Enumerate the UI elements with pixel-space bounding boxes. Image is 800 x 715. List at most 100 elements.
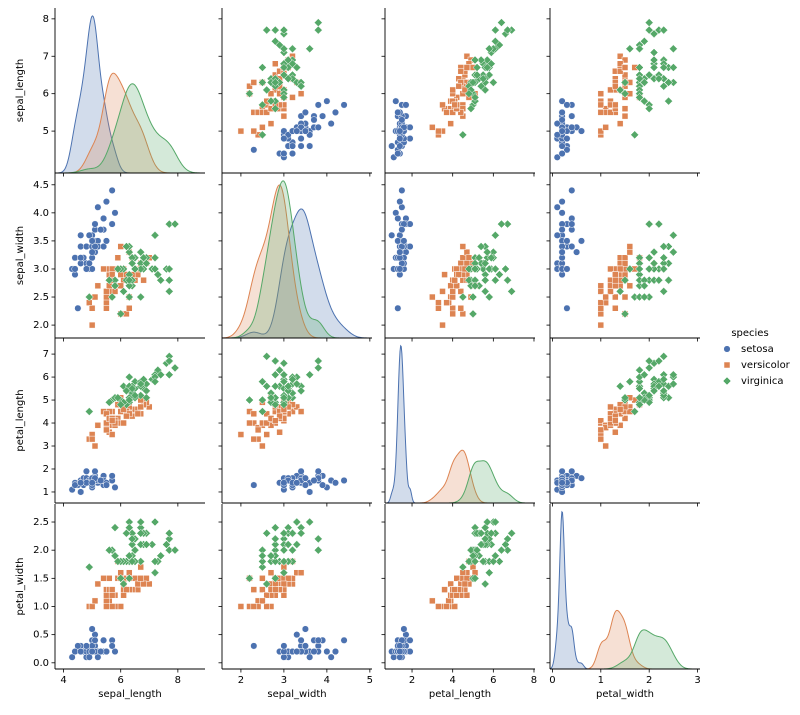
point xyxy=(314,123,322,131)
point xyxy=(113,264,123,274)
point xyxy=(669,44,678,54)
point xyxy=(262,381,272,391)
point xyxy=(266,551,276,561)
x-tick-label: 5 xyxy=(367,675,373,686)
point xyxy=(280,112,288,120)
point xyxy=(313,25,323,35)
point xyxy=(558,149,566,158)
point xyxy=(577,237,586,245)
point xyxy=(305,370,315,380)
point xyxy=(305,517,315,527)
point xyxy=(621,415,629,422)
point xyxy=(74,304,82,312)
point xyxy=(476,242,486,251)
point xyxy=(616,265,624,273)
point xyxy=(396,127,404,135)
point xyxy=(108,186,116,194)
point xyxy=(279,70,289,80)
point xyxy=(110,281,120,291)
point xyxy=(237,127,245,135)
point xyxy=(297,135,305,143)
point xyxy=(644,363,654,373)
point xyxy=(635,400,644,409)
point xyxy=(553,203,561,211)
point xyxy=(597,101,605,109)
point xyxy=(130,264,140,274)
point xyxy=(94,282,102,290)
point xyxy=(491,230,500,240)
point xyxy=(122,242,131,251)
panel xyxy=(381,338,535,507)
point xyxy=(137,575,144,582)
point xyxy=(123,586,130,593)
point xyxy=(293,127,301,135)
point xyxy=(100,636,108,644)
point xyxy=(116,309,126,319)
panel xyxy=(218,173,372,342)
point xyxy=(103,591,110,599)
point xyxy=(134,410,142,418)
kde-fill xyxy=(55,73,205,173)
point xyxy=(162,540,171,549)
plot-area xyxy=(553,186,678,329)
kde-line xyxy=(55,83,205,173)
panel: 0 1 2 3 xyxy=(546,504,701,686)
point xyxy=(402,101,410,109)
point xyxy=(453,591,460,599)
point xyxy=(463,53,471,60)
y-tick-label: 1.5 xyxy=(33,573,49,584)
point xyxy=(279,400,289,409)
point xyxy=(558,209,566,217)
point xyxy=(577,127,586,135)
point xyxy=(127,540,137,549)
point xyxy=(443,109,450,116)
panel: 2 4 6 8 xyxy=(381,504,537,686)
point xyxy=(447,282,454,290)
point xyxy=(451,603,458,610)
point xyxy=(150,568,160,578)
point xyxy=(340,636,348,644)
point xyxy=(279,377,289,387)
plot-area xyxy=(553,18,678,161)
point xyxy=(607,86,614,94)
point xyxy=(476,540,486,549)
y-tick-label: 5 xyxy=(43,395,49,406)
point xyxy=(649,48,659,57)
point xyxy=(597,435,605,443)
point xyxy=(659,386,669,396)
kde-fill xyxy=(550,511,700,669)
point xyxy=(406,647,414,656)
kde-fill xyxy=(222,184,372,338)
point xyxy=(640,78,649,87)
point xyxy=(394,108,402,116)
point xyxy=(612,82,619,90)
point xyxy=(108,586,116,593)
plot-area xyxy=(388,18,516,161)
point xyxy=(602,442,609,450)
point xyxy=(441,586,448,593)
point xyxy=(455,271,463,278)
x-axis-label: petal_length xyxy=(429,689,491,700)
point xyxy=(272,60,279,67)
point xyxy=(103,288,110,295)
point xyxy=(625,264,635,274)
point xyxy=(113,557,123,566)
point xyxy=(270,573,280,583)
point xyxy=(111,483,119,491)
point xyxy=(470,55,480,65)
kde-fill xyxy=(550,629,700,669)
point xyxy=(314,101,322,109)
point xyxy=(457,288,465,295)
point xyxy=(396,135,404,143)
point xyxy=(620,309,630,319)
point xyxy=(649,386,659,396)
x-tick-label: 0 xyxy=(549,675,555,686)
point xyxy=(263,591,270,599)
panel xyxy=(218,338,372,507)
point xyxy=(258,407,267,416)
point xyxy=(267,90,275,97)
point xyxy=(283,381,293,391)
point xyxy=(84,562,94,572)
point xyxy=(459,254,467,261)
point xyxy=(146,580,153,588)
